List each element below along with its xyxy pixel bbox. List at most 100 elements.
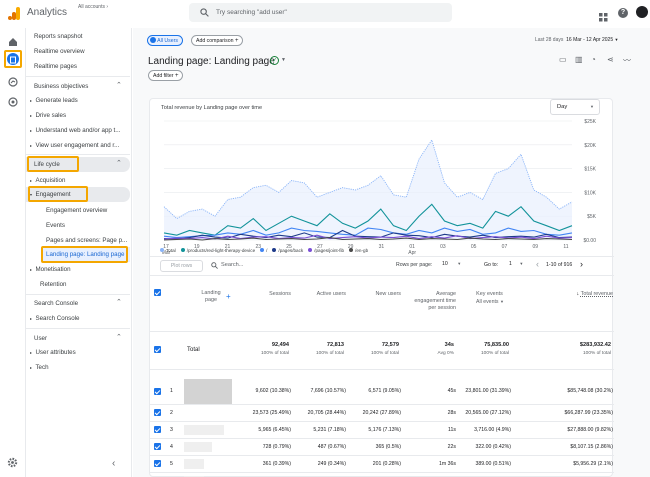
granularity-select[interactable]: Day ▼ <box>550 99 600 115</box>
goto-select[interactable]: 1 ▼ <box>509 261 531 267</box>
explore-icon[interactable] <box>8 74 18 87</box>
landing-page-header[interactable]: Landing page <box>201 290 221 303</box>
row-checkbox[interactable] <box>154 443 161 450</box>
nav-reports-snapshot[interactable]: Reports snapshot <box>34 30 138 43</box>
nav-engagement-overview[interactable]: Engagement overview <box>46 204 150 217</box>
nav-engagement[interactable]: ▾ Engagement <box>30 188 134 201</box>
customize-report-icon[interactable]: ▭ <box>559 55 567 64</box>
nav-section-user[interactable]: User <box>34 332 138 345</box>
row-checkbox[interactable] <box>154 388 161 395</box>
rows-per-page-select[interactable]: 10 ▼ <box>442 261 472 267</box>
col-active-users-header[interactable]: Active users <box>316 291 346 297</box>
col-new-users-header[interactable]: New users <box>375 291 401 297</box>
nav-monetisation[interactable]: ▸ Monetisation <box>30 263 134 276</box>
key-events-sub: All events <box>476 299 499 305</box>
table-row[interactable]: 2 23,573 (25.49%) 20,705 (28.44%) 20,242 (2… <box>150 404 614 421</box>
account-picker[interactable]: All accounts › <box>78 4 108 10</box>
advertising-icon[interactable] <box>8 94 18 107</box>
plot-rows-button[interactable]: Plot rows <box>160 260 203 272</box>
next-page-icon[interactable]: › <box>580 259 583 269</box>
add-comparison-button[interactable]: Add comparison + <box>191 35 244 46</box>
x-tick-label: 23 <box>256 244 262 250</box>
table-row[interactable]: 5 361 (0.39%) 249 (0.34%) 201 (0.28%) 1m 36s… <box>150 455 614 472</box>
rows-per-page-value: 10 <box>442 261 448 267</box>
row-cell: 23,573 (25.49%) <box>252 410 291 416</box>
analytics-logo[interactable] <box>8 7 20 20</box>
nav-pages-and-screens[interactable]: Pages and screens: Page p... <box>46 234 128 247</box>
apps-grid-icon[interactable] <box>599 9 608 22</box>
nav-landing-page[interactable]: Landing page: Landing page <box>46 248 130 261</box>
row-cell: 249 (0.34%) <box>317 461 346 467</box>
nav-understand-traffic[interactable]: ▸ Understand web and/or app t... <box>30 124 134 137</box>
nav-user-attributes[interactable]: ▸ User attributes <box>30 346 134 359</box>
legend-item: /pages/back <box>272 248 303 253</box>
search-bar[interactable]: Try searching "add user" <box>189 3 452 22</box>
nav-search-console[interactable]: ▸ Search Console <box>30 312 134 325</box>
nav-label: Understand web and/or app t... <box>35 127 121 134</box>
nav-section-business-objectives[interactable]: Business objectives <box>34 80 138 93</box>
nav-acquisition[interactable]: ▸ Acquisition <box>30 174 134 187</box>
row-checkbox[interactable] <box>154 460 161 467</box>
title-dropdown-icon[interactable]: ▼ <box>281 57 286 63</box>
nav-realtime-overview[interactable]: Realtime overview <box>34 45 138 58</box>
row-cell: 6,571 (9.05%) <box>368 388 401 394</box>
total-label: Total <box>187 347 200 353</box>
row-checkbox[interactable] <box>154 409 161 416</box>
all-users-chip[interactable]: All Users <box>147 35 183 46</box>
left-rail <box>0 28 26 477</box>
col-total-revenue-header[interactable]: ↓ Total revenue <box>528 291 613 298</box>
trending-icon[interactable]: 〰 <box>623 56 631 65</box>
row-cell: 201 (0.28%) <box>372 461 401 467</box>
redacted-landing-page <box>184 459 204 469</box>
chevron-up-icon[interactable]: ⌃ <box>116 299 122 306</box>
col-avg-engagement-header[interactable]: Average engagement time per session <box>414 291 456 311</box>
nav-label: User attributes <box>35 349 76 356</box>
x-tick-label: 19 <box>194 244 200 250</box>
y-tick-label: $25K <box>584 119 596 125</box>
prev-page-icon[interactable]: ‹ <box>536 259 539 269</box>
table-row[interactable]: 1 9,602 (10.38%) 7,696 (10.57%) 6,571 (9.05… <box>150 370 614 404</box>
nav-view-user-engagement[interactable]: ▸ View user engagement and r... <box>30 139 134 152</box>
chevron-up-icon[interactable]: ⌃ <box>116 82 122 89</box>
add-filter-button[interactable]: Add filter + <box>148 70 184 81</box>
nav-realtime-pages[interactable]: Realtime pages <box>34 60 138 73</box>
row-cell: 3,716.00 (4.9%) <box>474 427 511 433</box>
nav-events[interactable]: Events <box>46 219 150 232</box>
select-all-checkbox[interactable] <box>154 289 161 296</box>
table-row[interactable]: 4 728 (0.79%) 487 (0.67%) 365 (0.5%) 22s 322.… <box>150 438 614 455</box>
chevron-up-icon[interactable]: ⌃ <box>116 334 122 341</box>
collapse-nav-icon[interactable]: ‹ <box>112 458 116 469</box>
home-icon[interactable] <box>8 34 18 46</box>
add-dimension-icon[interactable]: + <box>226 292 231 301</box>
table-row[interactable]: 3 5,965 (6.45%) 5,231 (7.18%) 5,176 (7.13%)… <box>150 421 614 438</box>
settings-gear-icon[interactable] <box>7 455 18 468</box>
table-row[interactable]: 6536 (0.58%)403 (0.55%)338 (0.47%)55s873… <box>150 472 614 477</box>
nav-drive-sales[interactable]: ▸ Drive sales <box>30 109 134 122</box>
nav-retention[interactable]: Retention <box>40 278 144 291</box>
col-sessions-header[interactable]: Sessions <box>269 291 291 297</box>
total-row-checkbox[interactable] <box>154 346 161 353</box>
nav-section-life-cycle[interactable]: Life cycle <box>34 158 138 171</box>
total-sub: 100% of total <box>315 351 344 356</box>
engagement-row-bg <box>26 187 130 202</box>
avatar[interactable] <box>636 6 648 18</box>
divider <box>26 154 130 155</box>
caret-down-icon: ▾ <box>30 192 33 197</box>
col-key-events-header[interactable]: Key events <box>476 291 503 297</box>
key-events-select[interactable]: All events ▼ <box>476 299 504 305</box>
date-range: 16 Mar - 12 Apr 2025 <box>566 37 614 43</box>
help-icon[interactable]: ? <box>618 7 628 18</box>
share-icon[interactable]: ⋖ <box>607 55 614 64</box>
nav-generate-leads[interactable]: ▸ Generate leads <box>30 94 134 107</box>
date-range-picker[interactable]: Last 28 days 16 Mar - 12 Apr 2025 ▼ <box>535 37 618 43</box>
chevron-up-icon[interactable]: ⌃ <box>116 160 122 167</box>
nav-tech[interactable]: ▸ Tech <box>30 361 134 374</box>
reports-icon[interactable] <box>7 53 19 65</box>
row-checkbox[interactable] <box>154 426 161 433</box>
nav-section-search-console[interactable]: Search Console <box>34 297 138 310</box>
caret-right-icon: ▸ <box>30 365 33 370</box>
main-content: All Users Add comparison + Last 28 days … <box>133 28 650 477</box>
compare-icon[interactable]: ▥ <box>575 55 583 64</box>
table-search-input[interactable]: Search... <box>221 262 244 268</box>
insights-icon[interactable]: ◔ <box>591 55 596 64</box>
